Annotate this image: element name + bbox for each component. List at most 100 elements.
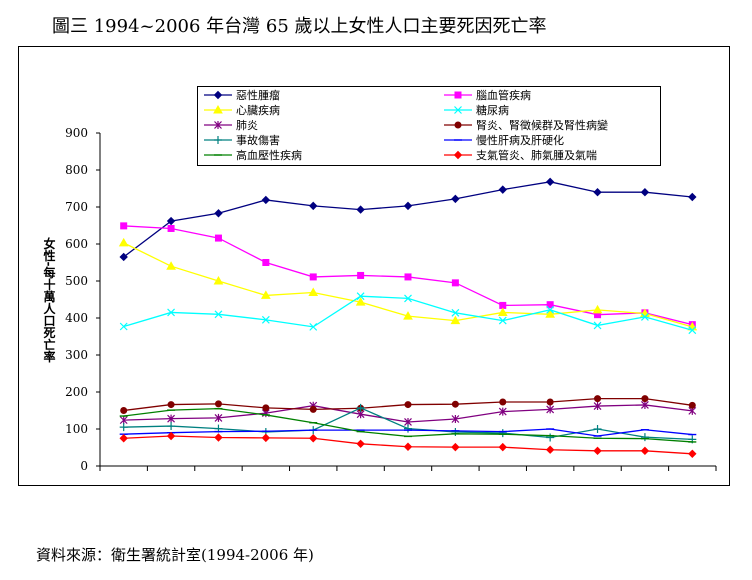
data-point (261, 315, 270, 324)
data-point (309, 405, 317, 413)
legend-marker (214, 121, 222, 129)
legend-entry: 慢性肝病及肝硬化 (444, 133, 564, 147)
legend-marker (213, 90, 223, 100)
data-point (593, 446, 602, 456)
data-point (120, 222, 128, 230)
data-point (356, 205, 365, 214)
series-5 (120, 395, 696, 414)
legend-marker (454, 121, 462, 129)
data-point (214, 310, 223, 319)
data-point (404, 294, 412, 303)
data-point (403, 311, 413, 320)
data-point (451, 400, 459, 408)
y-tick-label: 900 (65, 126, 88, 140)
data-point (309, 322, 318, 331)
legend-entry: 糖尿病 (444, 103, 509, 117)
data-point (308, 287, 319, 296)
series-8 (119, 407, 697, 443)
data-point (261, 433, 271, 443)
legend-marker (454, 91, 462, 99)
series-layer (118, 177, 698, 458)
axes: 0 100 200 300 400 500 600 700 800 900 (65, 126, 717, 473)
legend-entry: 支氣管炎、肺氣腫及氣喘 (444, 148, 597, 162)
data-point (498, 429, 507, 438)
legend-label: 慢性肝病及肝硬化 (476, 133, 564, 147)
legend-entry: 高血壓性疾病 (204, 148, 302, 162)
series-9 (119, 431, 697, 458)
source-note: 資料來源：衛生署統計室(1994-2006 年) (36, 546, 314, 564)
data-point (309, 201, 318, 211)
data-point (640, 446, 650, 456)
data-point (404, 401, 412, 409)
data-point (688, 401, 696, 409)
legend-label: 惡性腫瘤 (236, 88, 280, 102)
legend-entry: 肺炎 (204, 119, 258, 132)
legend-label: 事故傷害 (236, 133, 280, 147)
series-0 (119, 177, 697, 262)
series-3 (119, 292, 697, 335)
data-point (498, 442, 507, 452)
legend-entry: 惡性腫瘤 (204, 88, 280, 102)
legend-label: 腎炎、腎徵候群及腎性病變 (476, 118, 608, 132)
data-point (214, 433, 223, 442)
data-point (688, 326, 697, 335)
legend-entry: 事故傷害 (204, 133, 280, 147)
data-point (546, 433, 555, 442)
data-point (357, 271, 365, 279)
legend-label: 肺炎 (236, 119, 258, 132)
data-point (404, 273, 412, 281)
data-point (120, 407, 128, 414)
data-point (640, 187, 650, 197)
data-point (497, 307, 508, 316)
legend-marker (214, 136, 222, 144)
data-point (545, 445, 555, 454)
series-2 (118, 237, 698, 331)
data-point (640, 433, 649, 442)
legend-entry: 腎炎、腎徵候群及腎性病變 (444, 118, 608, 132)
data-point (546, 405, 555, 414)
data-point (404, 424, 412, 433)
data-point (167, 224, 175, 232)
data-point (451, 308, 460, 317)
data-point (118, 237, 129, 247)
chart-title: 圖三 1994~2006 年台灣 65 歲以上女性人口主要死因死亡率 (52, 16, 547, 37)
y-tick-label: 300 (65, 348, 88, 362)
legend: 惡性腫瘤 腦血管疾病 心臟疾病 糖尿病 肺炎 腎炎、腎徵候群及腎性病變 事故傷害 慢性肝病及肝… (197, 86, 661, 166)
data-point (119, 322, 128, 331)
data-point (592, 304, 603, 314)
legend-label: 高血壓性疾病 (236, 148, 302, 162)
data-point (213, 275, 224, 285)
data-point (356, 292, 365, 301)
data-point (498, 185, 507, 194)
data-point (119, 434, 128, 443)
y-axis-label: 女性-每十萬人口死亡率 (42, 236, 56, 363)
data-point (262, 404, 270, 412)
series-line (123, 181, 693, 258)
chart-frame (18, 46, 730, 486)
legend-label: 支氣管炎、肺氣腫及氣喘 (476, 148, 597, 162)
data-point (640, 400, 649, 409)
y-tick-label: 700 (65, 200, 88, 214)
data-point (119, 416, 128, 425)
data-point (260, 290, 271, 299)
data-point (545, 309, 556, 318)
data-point (499, 398, 507, 406)
data-point (688, 449, 697, 458)
data-point (451, 415, 460, 424)
data-point (356, 403, 365, 412)
legend-entry: 腦血管疾病 (444, 88, 531, 102)
data-point (214, 400, 222, 408)
data-point (688, 192, 697, 202)
data-point (403, 442, 413, 451)
data-point (545, 177, 555, 187)
legend-marker (453, 150, 463, 160)
data-point (119, 423, 128, 432)
legend-label: 糖尿病 (476, 103, 509, 117)
data-point (166, 216, 176, 226)
data-point (451, 194, 460, 204)
y-tick-label: 0 (80, 459, 88, 473)
data-point (594, 395, 602, 403)
data-point (167, 401, 175, 409)
data-point (262, 259, 270, 266)
data-point (641, 395, 649, 403)
